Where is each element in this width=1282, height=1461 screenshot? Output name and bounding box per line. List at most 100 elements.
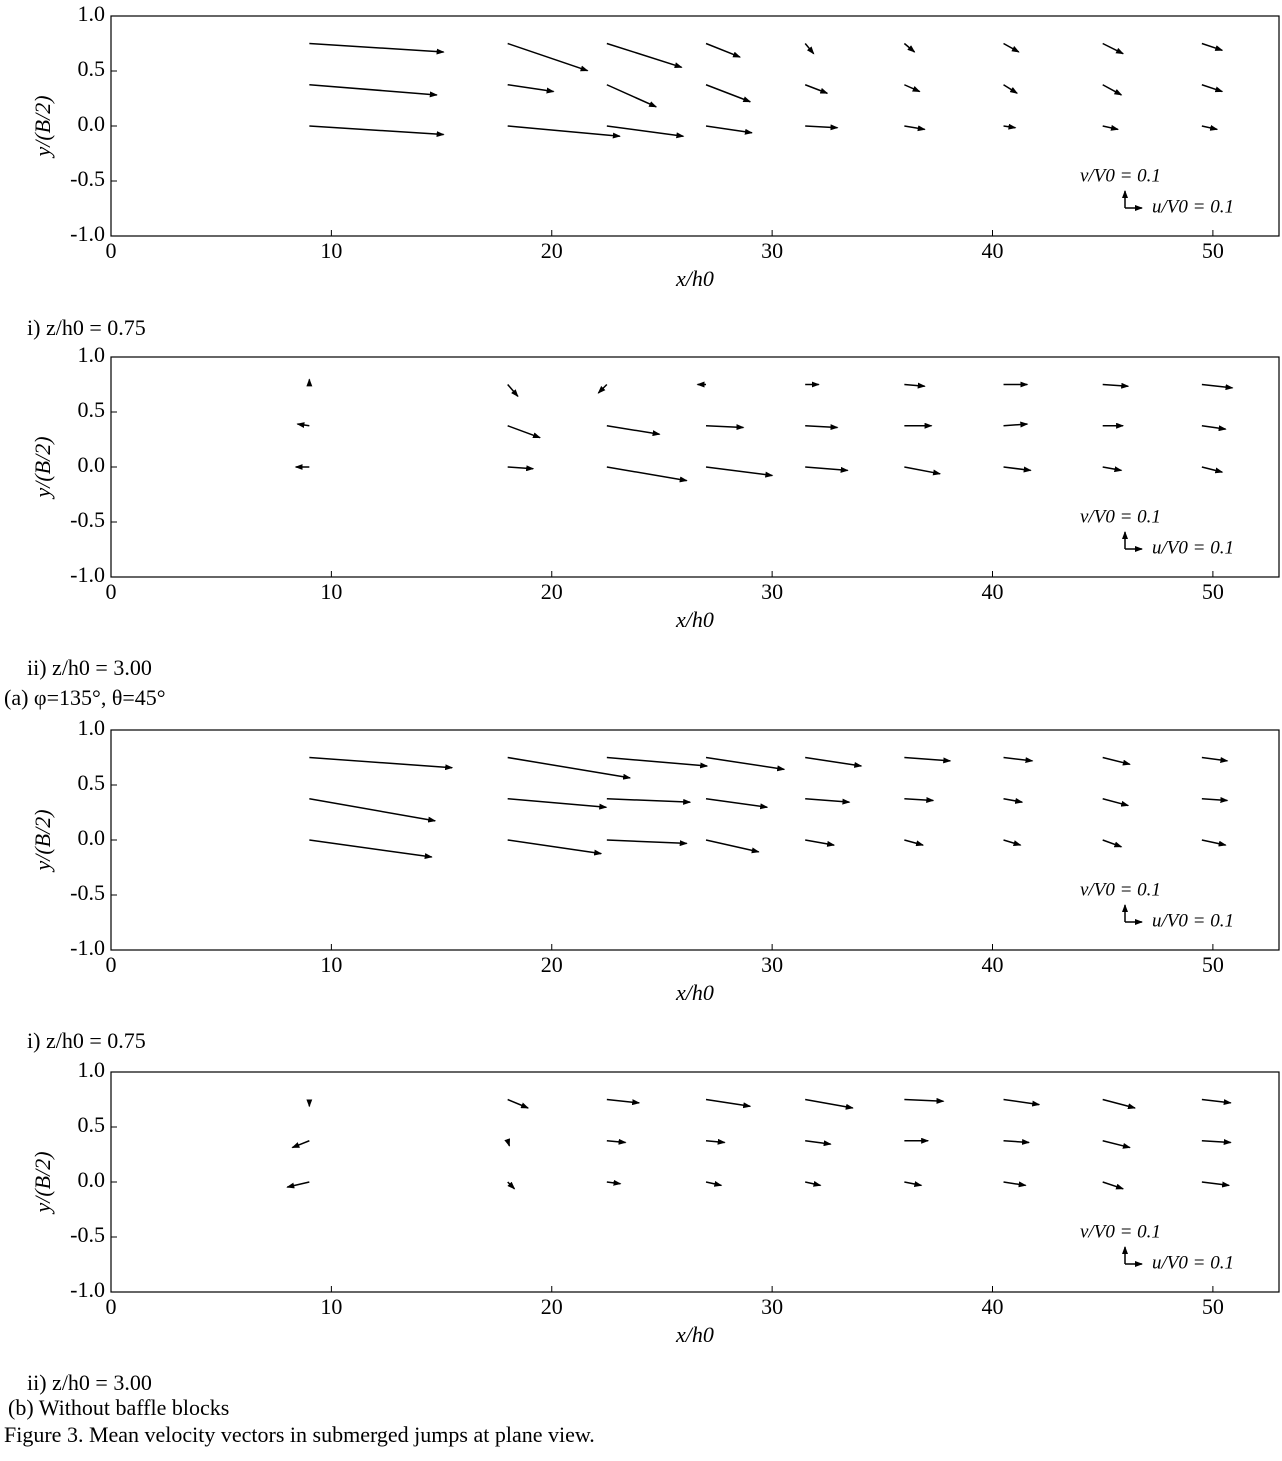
x-tick-label: 50 bbox=[1202, 1294, 1224, 1319]
y-axis-label: y/(B/2) bbox=[30, 1151, 55, 1214]
velocity-vector bbox=[705, 42, 741, 58]
velocity-vector bbox=[705, 125, 753, 135]
x-tick-label: 20 bbox=[541, 579, 563, 604]
velocity-vector bbox=[805, 756, 863, 768]
velocity-vector bbox=[1003, 421, 1029, 428]
panel: 0 10 20 30 40 50 1.0 0.5 0.0 -0.5 -1.0 x/h0 y/(B/2) i… bbox=[27, 342, 1280, 680]
velocity-vector bbox=[904, 756, 952, 764]
y-tick-label: 0.0 bbox=[78, 825, 106, 850]
x-tick-label: 30 bbox=[761, 238, 783, 263]
velocity-vector bbox=[1102, 124, 1119, 131]
velocity-vector bbox=[606, 1138, 627, 1145]
velocity-vector bbox=[804, 84, 829, 94]
x-tick-label: 50 bbox=[1202, 579, 1224, 604]
key-label: v/V0 = 0.1 bbox=[1080, 1221, 1161, 1242]
x-tick-label: 20 bbox=[541, 1294, 563, 1319]
velocity-vector bbox=[705, 756, 786, 772]
velocity-vector bbox=[904, 84, 921, 93]
velocity-vector bbox=[1102, 798, 1130, 807]
x-tick-label: 20 bbox=[541, 952, 563, 977]
velocity-vector bbox=[705, 1180, 723, 1187]
velocity-vector bbox=[804, 43, 815, 55]
velocity-vector bbox=[309, 84, 438, 98]
velocity-vector bbox=[1102, 84, 1123, 96]
velocity-vector bbox=[504, 1138, 511, 1147]
velocity-vector bbox=[705, 84, 752, 103]
velocity-vector bbox=[805, 1180, 822, 1187]
y-axis-label: y/(B/2) bbox=[30, 95, 55, 158]
y-axis-label: y/(B/2) bbox=[30, 436, 55, 499]
key-label: u/V0 = 0.1 bbox=[1152, 537, 1234, 558]
velocity-vector bbox=[1201, 1139, 1232, 1146]
velocity-vector bbox=[1102, 1098, 1136, 1110]
key-label: u/V0 = 0.1 bbox=[1152, 196, 1234, 217]
velocity-vector bbox=[1003, 466, 1032, 473]
velocity-vector bbox=[1003, 42, 1020, 53]
velocity-vector bbox=[1201, 84, 1224, 93]
velocity-vector bbox=[507, 839, 603, 856]
velocity-vector bbox=[705, 466, 774, 478]
velocity-vector bbox=[606, 1179, 622, 1186]
x-tick-label: 0 bbox=[106, 238, 117, 263]
velocity-vector bbox=[904, 466, 942, 476]
y-tick-label: 0.0 bbox=[78, 1167, 106, 1192]
x-axis-label: x/h0 bbox=[675, 607, 714, 632]
x-tick-label: 10 bbox=[320, 952, 342, 977]
x-tick-label: 10 bbox=[320, 238, 342, 263]
velocity-vector bbox=[1201, 124, 1219, 131]
panel-caption: i) z/h0 = 0.75 bbox=[27, 315, 146, 340]
velocity-vector bbox=[1201, 796, 1229, 803]
x-tick-label: 50 bbox=[1202, 238, 1224, 263]
velocity-vector bbox=[309, 42, 445, 55]
velocity-vector bbox=[507, 756, 632, 780]
x-tick-label: 40 bbox=[982, 952, 1004, 977]
key-label: v/V0 = 0.1 bbox=[1080, 165, 1161, 186]
y-tick-label: 0.5 bbox=[78, 56, 106, 81]
key-label: v/V0 = 0.1 bbox=[1080, 879, 1161, 900]
x-tick-label: 30 bbox=[761, 1294, 783, 1319]
x-tick-label: 40 bbox=[982, 579, 1004, 604]
velocity-vector bbox=[805, 124, 839, 131]
velocity-vector bbox=[805, 1098, 854, 1110]
velocity-vector bbox=[1102, 756, 1131, 766]
velocity-vector bbox=[1201, 1181, 1231, 1188]
velocity-vector bbox=[606, 466, 688, 483]
velocity-vector bbox=[1102, 466, 1123, 473]
velocity-vector bbox=[904, 382, 926, 389]
velocity-vector bbox=[705, 798, 769, 810]
velocity-vector bbox=[1201, 839, 1227, 847]
x-tick-label: 0 bbox=[106, 1294, 117, 1319]
x-tick-label: 20 bbox=[541, 238, 563, 263]
velocity-vector bbox=[1003, 797, 1024, 804]
velocity-vector bbox=[904, 797, 935, 804]
velocity-vector bbox=[507, 42, 589, 72]
velocity-vector bbox=[507, 84, 555, 94]
group-caption: (a) φ=135°, θ=45° bbox=[4, 685, 166, 710]
y-tick-label: -0.5 bbox=[70, 166, 105, 191]
velocity-vector bbox=[805, 798, 851, 805]
velocity-vector bbox=[705, 424, 745, 431]
velocity-vector bbox=[705, 1098, 752, 1109]
velocity-vector bbox=[1201, 42, 1224, 52]
velocity-vector bbox=[805, 424, 839, 431]
panel: 0 10 20 30 40 50 1.0 0.5 0.0 -0.5 -1.0 x/h0 y/(B/2) i… bbox=[27, 1057, 1280, 1395]
velocity-vector bbox=[805, 466, 849, 473]
velocity-vector bbox=[805, 839, 836, 847]
velocity-vector bbox=[1003, 756, 1034, 764]
y-tick-label: -0.5 bbox=[70, 1222, 105, 1247]
velocity-vector bbox=[1003, 84, 1018, 94]
y-tick-label: 0.0 bbox=[78, 111, 106, 136]
y-tick-label: 1.0 bbox=[78, 342, 106, 367]
velocity-vector bbox=[1201, 466, 1224, 474]
y-axis-label: y/(B/2) bbox=[30, 809, 55, 872]
velocity-vector bbox=[1102, 42, 1124, 55]
velocity-vector bbox=[309, 798, 437, 823]
velocity-vector bbox=[903, 42, 916, 53]
velocity-vector bbox=[1003, 1098, 1041, 1107]
y-tick-label: -0.5 bbox=[70, 880, 105, 905]
x-tick-label: 30 bbox=[761, 579, 783, 604]
velocity-vector bbox=[291, 1140, 310, 1149]
velocity-vector bbox=[1003, 1138, 1031, 1145]
